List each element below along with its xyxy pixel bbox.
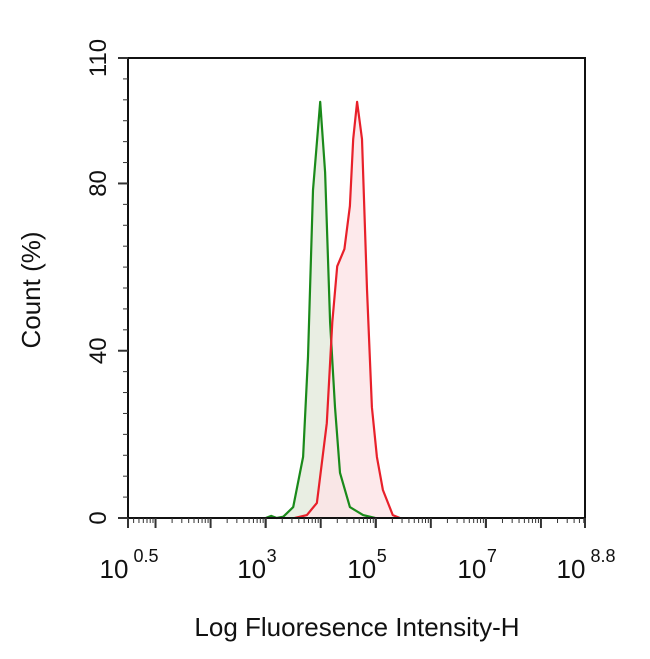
x-tick-label: 10 bbox=[100, 554, 129, 584]
y-axis-label: Count (%) bbox=[16, 231, 46, 348]
x-axis-label: Log Fluoresence Intensity-H bbox=[194, 612, 519, 642]
series-1-line bbox=[294, 100, 401, 520]
y-tick-label: 0 bbox=[85, 511, 112, 524]
y-tick-label: 110 bbox=[85, 39, 112, 77]
series-layer bbox=[265, 100, 401, 520]
series-0-fill bbox=[265, 101, 376, 519]
series-1-fill bbox=[294, 101, 400, 519]
y-tick-label: 40 bbox=[85, 337, 112, 364]
y-tick-label: 80 bbox=[85, 170, 112, 197]
x-tick-exponent: 7 bbox=[487, 546, 497, 566]
x-tick-exponent: 5 bbox=[377, 546, 387, 566]
x-tick-exponent: 3 bbox=[267, 546, 277, 566]
x-tick-exponent: 0.5 bbox=[133, 546, 158, 566]
x-tick-exponent: 8.8 bbox=[590, 546, 615, 566]
x-tick-label: 10 bbox=[457, 554, 486, 584]
x-tick-label: 10 bbox=[347, 554, 376, 584]
x-tick-label: 10 bbox=[237, 554, 266, 584]
x-tick-label: 10 bbox=[557, 554, 586, 584]
